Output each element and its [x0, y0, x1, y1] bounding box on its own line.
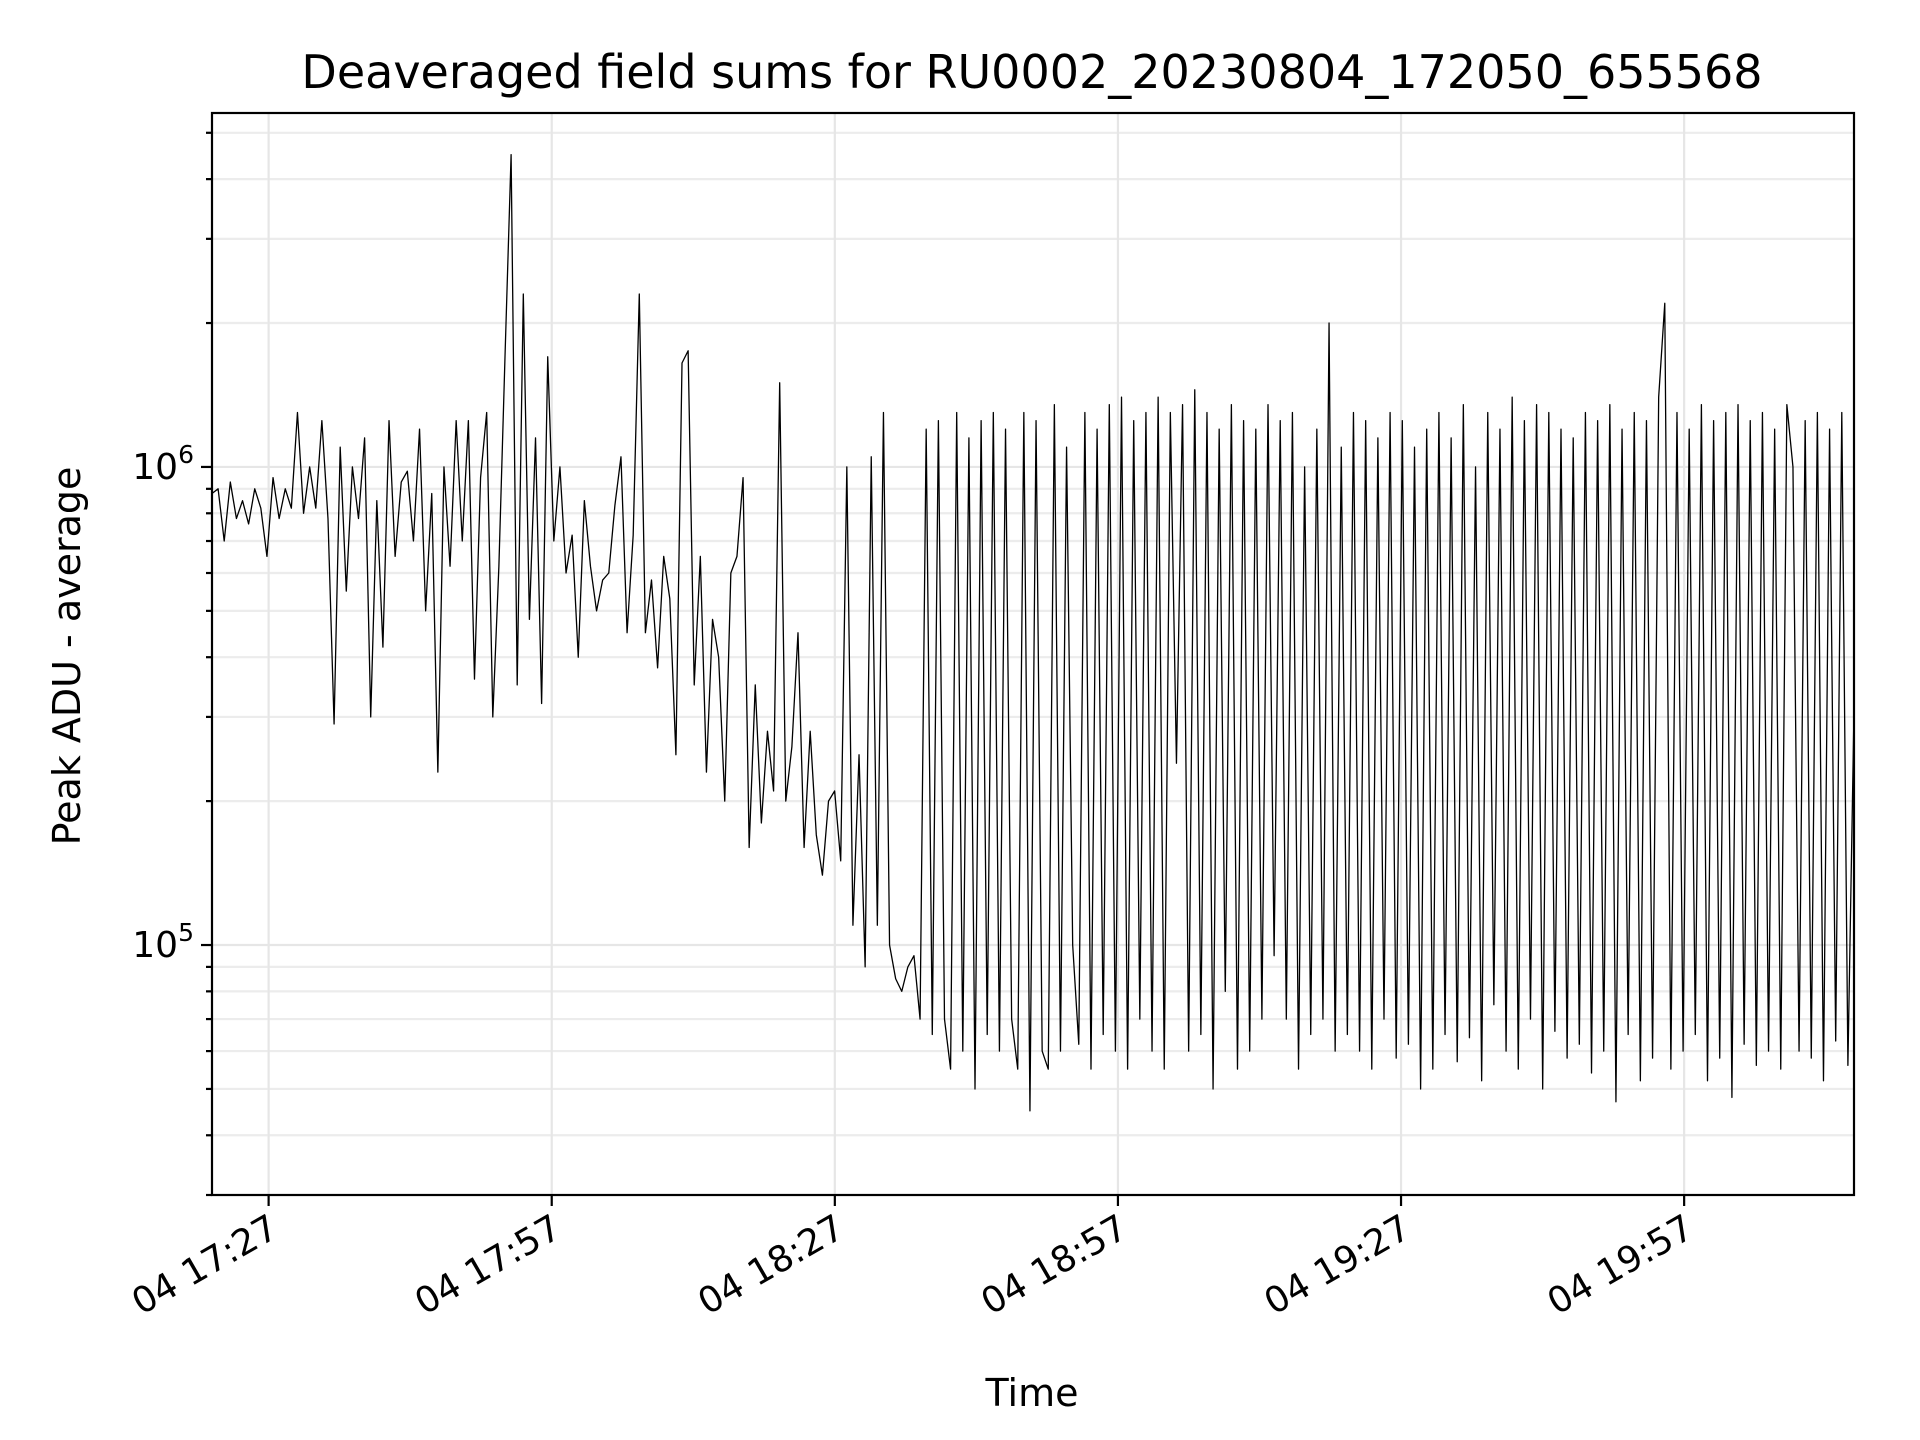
x-tick-label: 04 17:27 [125, 1207, 285, 1323]
series-line [211, 154, 1855, 1112]
chart-title: Deaveraged field sums for RU0002_2023080… [301, 45, 1762, 99]
x-tick-label: 04 19:27 [1258, 1207, 1418, 1323]
x-tick-label: 04 19:57 [1541, 1207, 1701, 1323]
plot-frame [210, 111, 1856, 1197]
x-axis-label: Time [985, 1371, 1079, 1415]
x-tick-label: 04 18:57 [975, 1207, 1135, 1323]
y-axis: 105 106 [132, 131, 212, 1197]
y-axis-label: Peak ADU - average [45, 467, 89, 846]
x-tick-label: 04 18:27 [691, 1207, 851, 1323]
x-tick-label: 04 17:57 [408, 1207, 568, 1323]
y-tick-label: 106 [132, 440, 194, 488]
y-tick-label: 105 [132, 918, 194, 966]
grid [212, 113, 1854, 1197]
x-axis: 04 17:27 04 17:57 04 18:27 04 18:57 04 19:27… [125, 1195, 1701, 1323]
